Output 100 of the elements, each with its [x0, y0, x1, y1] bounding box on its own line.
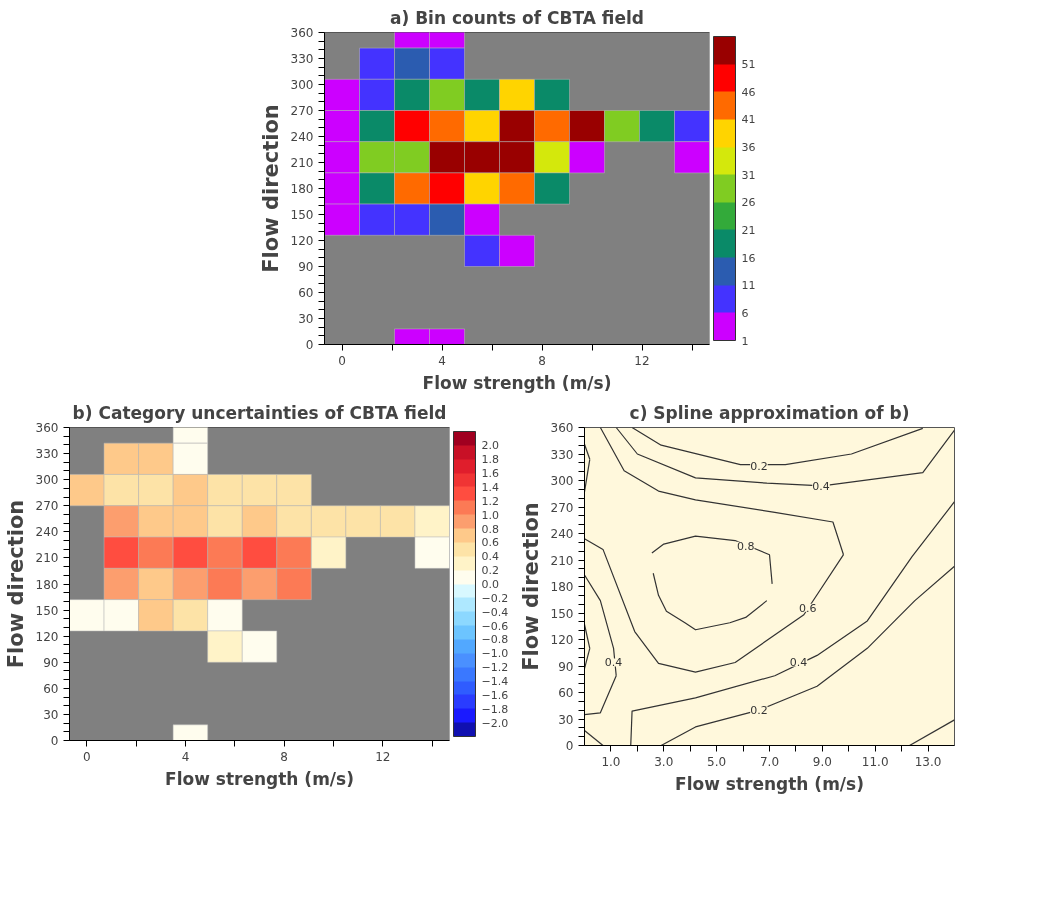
x-tick-label: 4: [181, 749, 190, 764]
color-bar-label: 1.0: [481, 508, 499, 522]
y-tick-label: 180: [35, 577, 59, 592]
annotation: 0.4: [789, 656, 808, 670]
y-tick-label: 360: [550, 421, 574, 435]
color-bar-label: 2.0: [481, 439, 499, 453]
x-axis-title: Flow strength (m/s): [165, 768, 354, 789]
y-tick-label: 150: [290, 208, 314, 222]
color-bar-label: 21: [741, 223, 756, 237]
x-tick-label: 5.0: [707, 754, 727, 769]
color-bar-label: 0.0: [481, 578, 499, 591]
y-tick-label: 90: [558, 659, 574, 674]
y-tick-label: 90: [298, 260, 314, 274]
y-tick-label: 300: [290, 78, 314, 92]
y-tick-label: 300: [35, 473, 59, 488]
color-bar-label: −0.2: [481, 591, 509, 605]
y-axis-title: Flow direction: [518, 502, 543, 671]
y-tick-label: 330: [35, 447, 59, 462]
color-bar-label: 1: [741, 334, 749, 348]
y-tick-label: 30: [558, 712, 574, 727]
y-tick-label: 240: [550, 527, 574, 541]
y-tick-label: 60: [558, 686, 574, 700]
x-axis-title: Flow strength (m/s): [675, 773, 864, 794]
color-bar-label: −1.6: [481, 688, 509, 702]
y-tick-label: 360: [290, 26, 314, 40]
color-bar-label: 0.8: [481, 522, 499, 536]
x-tick-label: 8: [280, 749, 288, 764]
y-tick-label: 60: [298, 286, 314, 300]
x-tick-label: 1.0: [601, 754, 621, 769]
color-bar-label: −1.2: [481, 661, 509, 675]
y-tick-label: 300: [550, 474, 574, 488]
x-tick-label: 12: [634, 353, 650, 368]
color-bar-label: −0.8: [481, 633, 509, 647]
y-axis-title: Flow direction: [3, 499, 28, 669]
x-tick-label: 0: [82, 749, 91, 764]
y-tick-label: 120: [290, 234, 314, 248]
y-tick-label: 240: [35, 525, 59, 540]
y-tick-label: 360: [35, 421, 59, 435]
y-tick-label: 210: [35, 551, 59, 566]
annotation: 0.4: [604, 656, 623, 670]
y-tick-label: 330: [290, 52, 314, 66]
y-tick-label: 270: [550, 500, 574, 515]
y-tick-label: 0: [50, 734, 59, 748]
color-bar-label: 0.4: [481, 550, 499, 564]
y-tick-label: 90: [43, 655, 59, 670]
x-tick-label: 0: [338, 353, 346, 368]
color-bar-label: 26: [741, 196, 756, 210]
y-tick-label: 0: [565, 739, 574, 753]
annotation: 0.8: [736, 539, 755, 553]
y-tick-label: 150: [550, 606, 574, 621]
y-tick-label: 240: [290, 130, 314, 144]
y-tick-label: 270: [290, 104, 314, 118]
x-tick-label: 13.0: [914, 754, 942, 769]
x-tick-label: 7.0: [759, 754, 780, 769]
x-tick-label: 11.0: [861, 754, 889, 769]
x-tick-label: 9.0: [812, 754, 832, 769]
y-tick-label: 180: [550, 580, 574, 594]
color-bar-label: 11: [741, 279, 756, 293]
y-tick-label: 120: [550, 633, 574, 647]
color-bar-label: 0.2: [481, 564, 499, 578]
color-bar-label: −2.0: [481, 716, 509, 730]
y-tick-label: 330: [550, 447, 574, 462]
color-bar-label: 36: [741, 141, 756, 155]
y-tick-label: 30: [298, 312, 314, 326]
color-bar-label: 46: [741, 85, 756, 99]
y-tick-label: 210: [290, 156, 314, 170]
annotation: 0.2: [750, 460, 768, 474]
color-bar-label: 31: [741, 168, 756, 182]
color-bar-label: 1.6: [481, 467, 499, 481]
color-bar-label: −1.8: [481, 702, 509, 716]
color-bar-label: 6: [741, 306, 749, 320]
x-tick-label: 8: [538, 353, 546, 368]
color-bar-label: 0.6: [481, 536, 499, 550]
chart-title: b) Category uncertainties of CBTA field: [72, 402, 447, 423]
color-bar-label: 16: [741, 251, 756, 265]
y-tick-label: 150: [35, 603, 59, 618]
x-axis-title: Flow strength (m/s): [422, 372, 612, 393]
color-bar-label: −0.6: [481, 619, 509, 633]
y-tick-label: 180: [290, 182, 314, 196]
y-tick-label: 60: [43, 681, 59, 696]
y-tick-label: 30: [43, 707, 59, 722]
y-tick-label: 210: [550, 553, 574, 568]
chart-title: a) Bin counts of CBTA field: [390, 7, 644, 28]
color-bar-label: 41: [741, 113, 756, 127]
color-bar-label: −1.0: [481, 647, 509, 661]
y-tick-label: 120: [35, 629, 59, 644]
color-bar-label: 1.8: [481, 453, 499, 467]
x-tick-label: 4: [438, 353, 446, 368]
color-bar-label: 51: [741, 58, 756, 72]
y-axis-title: Flow direction: [258, 104, 283, 273]
color-bar-label: 1.4: [481, 480, 499, 494]
chart-title: c) Spline approximation of b): [629, 402, 910, 423]
color-bar-label: 1.2: [481, 494, 499, 508]
x-tick-label: 3.0: [654, 754, 674, 769]
annotation: 0.6: [799, 601, 817, 615]
y-tick-label: 270: [35, 499, 59, 514]
y-tick-label: 0: [305, 338, 314, 352]
x-tick-label: 12: [375, 749, 391, 764]
color-bar-label: −1.4: [481, 675, 509, 689]
color-bar-label: −0.4: [481, 605, 509, 619]
